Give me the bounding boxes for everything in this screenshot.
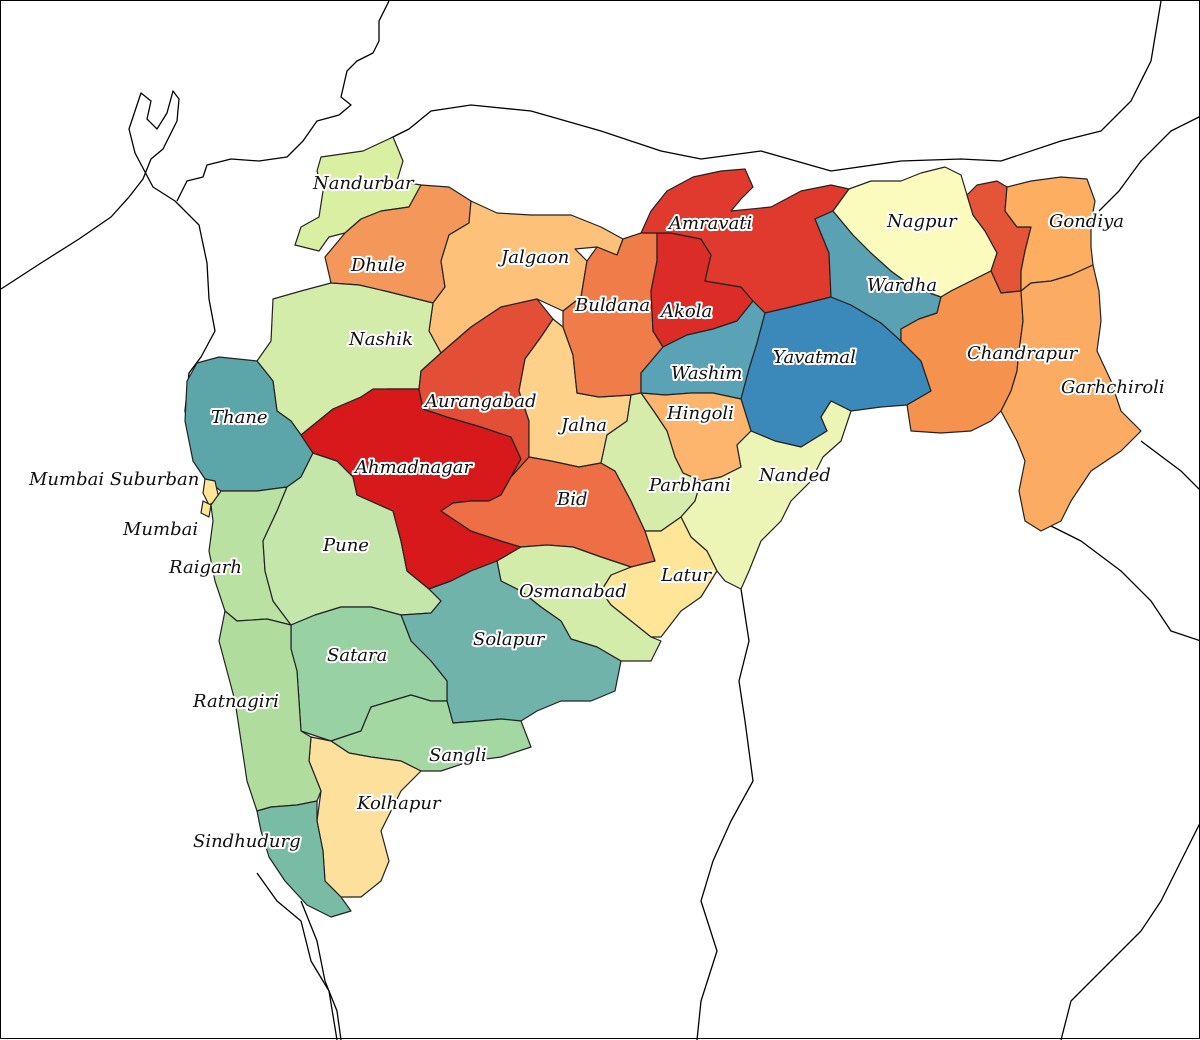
label-osmanabad: Osmanabad: [519, 581, 627, 602]
label-hingoli: Hingoli: [666, 403, 734, 424]
label-pune: Pune: [322, 535, 369, 556]
ap-boundary: [1040, 520, 1200, 642]
label-aurangabad: Aurangabad: [423, 391, 537, 412]
gujarat-boundary: [176, 1, 390, 202]
goa-boundary: [300, 900, 342, 1040]
karnataka-boundary: [696, 588, 754, 1040]
label-sangli: Sangli: [429, 745, 487, 766]
label-bid: Bid: [556, 489, 588, 510]
label-amravati: Amravati: [667, 213, 752, 234]
label-nagpur: Nagpur: [886, 211, 958, 232]
label-latur: Latur: [660, 565, 713, 586]
label-yavatmal: Yavatmal: [773, 347, 856, 368]
label-nandurbar: Nandurbar: [312, 173, 415, 194]
telangana-boundary: [1140, 440, 1200, 491]
label-parbhani: Parbhani: [648, 475, 731, 496]
label-thane: Thane: [211, 407, 268, 428]
mp-boundary: [388, 1, 1162, 172]
chhattisgarh-boundary: [1098, 115, 1200, 212]
label-jalna: Jalna: [557, 415, 607, 436]
label-kolhapur: Kolhapur: [356, 793, 442, 814]
label-sindhudurg: Sindhudurg: [193, 831, 301, 852]
coastline-boundary: [1, 90, 216, 464]
label-ahmadnagar: Ahmadnagar: [353, 457, 473, 478]
label-nanded: Nanded: [758, 465, 831, 486]
label-chandrapur: Chandrapur: [967, 343, 1079, 364]
south-coast-boundary: [256, 872, 338, 1040]
label-solapur: Solapur: [473, 629, 546, 650]
label-mumbai: Mumbai: [122, 519, 198, 540]
label-raigarh: Raigarh: [168, 557, 242, 578]
label-jalgaon: Jalgaon: [497, 247, 569, 268]
label-garhchiroli: Garhchiroli: [1061, 377, 1165, 398]
label-dhule: Dhule: [350, 255, 405, 276]
district-mumbai[interactable]: [200, 500, 212, 518]
label-washim: Washim: [671, 363, 742, 384]
district-sindhudurg[interactable]: [256, 800, 352, 918]
label-akola: Akola: [659, 301, 712, 322]
label-gondiya: Gondiya: [1049, 211, 1124, 232]
east-boundary: [1060, 821, 1200, 1040]
district-ratnagiri[interactable]: [218, 610, 322, 812]
label-nashik: Nashik: [348, 329, 413, 350]
label-satara: Satara: [327, 645, 387, 666]
label-mumbai-suburban: Mumbai Suburban: [28, 469, 199, 490]
districts-layer: [184, 136, 1142, 918]
label-ratnagiri: Ratnagiri: [192, 691, 279, 712]
district-garhchiroli[interactable]: [1000, 264, 1142, 532]
labels-layer: Nandurbar Dhule Jalgaon Nashik Thane Mum…: [26, 171, 1167, 854]
label-buldana: Buldana: [574, 295, 650, 316]
label-wardha: Wardha: [867, 275, 937, 296]
